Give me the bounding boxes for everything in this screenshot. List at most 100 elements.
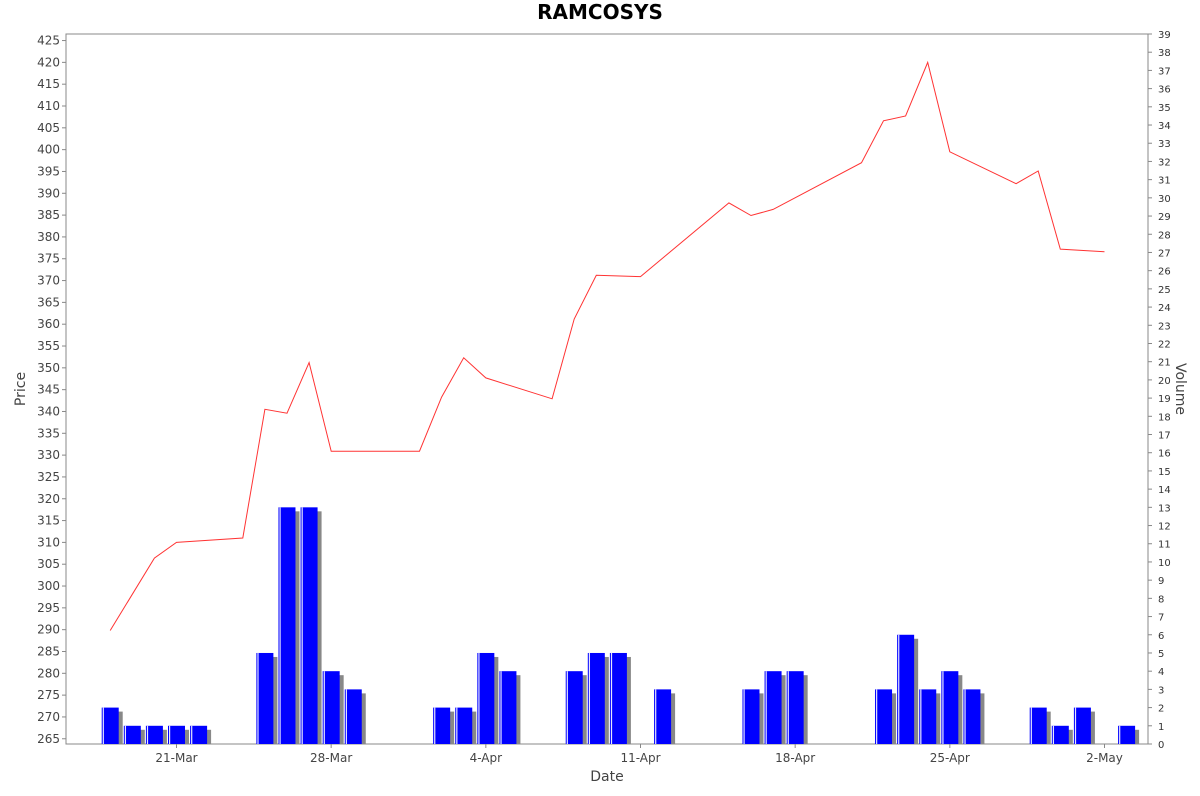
volume-bar-highlight	[257, 652, 259, 744]
price-tick-label: 305	[37, 557, 60, 571]
volume-axis: 0123456789101112131415161718192021222324…	[1148, 30, 1171, 751]
volume-tick-label: 34	[1158, 121, 1171, 132]
volume-bar-highlight	[942, 671, 944, 744]
volume-bar	[941, 671, 959, 744]
price-tick-label: 370	[37, 274, 60, 288]
price-tick-label: 285	[37, 644, 60, 658]
volume-tick-label: 32	[1158, 157, 1171, 168]
volume-tick-label: 22	[1158, 339, 1171, 350]
volume-bar	[477, 652, 495, 744]
price-axis: 265 270 275 280 285 290 295 300 305 310 315 320 325 3…	[37, 34, 66, 746]
volume-bar-highlight	[610, 652, 613, 744]
price-tick-label: 405	[37, 121, 60, 135]
volume-tick-label: 14	[1158, 485, 1171, 496]
volume-tick-label: 10	[1158, 558, 1171, 569]
date-axis: 21-Mar 28-Mar 4-Apr 11-Apr 18-Apr 25-Apr 2-May	[155, 744, 1123, 765]
volume-tick-label: 21	[1158, 358, 1171, 369]
volume-bar	[344, 689, 362, 744]
price-tick-label: 360	[37, 317, 60, 331]
price-tick-label: 415	[37, 77, 60, 91]
volume-tick-label: 7	[1158, 613, 1164, 624]
price-tick-label: 395	[37, 164, 60, 178]
volume-tick-label: 35	[1158, 103, 1171, 114]
volume-tick-label: 2	[1158, 704, 1164, 715]
volume-bar-highlight	[456, 707, 458, 744]
volume-tick-label: 12	[1158, 522, 1171, 533]
volume-bar-highlight	[169, 725, 171, 744]
price-tick-label: 425	[37, 34, 60, 48]
right-axis-label: Volume	[1172, 363, 1188, 415]
volume-tick-label: 18	[1158, 412, 1171, 423]
volume-tick-label: 24	[1158, 303, 1171, 314]
volume-tick-label: 33	[1158, 139, 1171, 150]
volume-bar-highlight	[898, 634, 900, 744]
volume-tick-label: 4	[1158, 667, 1164, 678]
price-tick-label: 310	[37, 535, 60, 549]
volume-bar-highlight	[345, 689, 347, 744]
price-tick-label: 335	[37, 426, 60, 440]
volume-bar	[963, 689, 981, 744]
volume-bar	[123, 725, 141, 744]
price-tick-label: 325	[37, 470, 60, 484]
date-tick-label: 18-Apr	[775, 751, 815, 765]
volume-tick-label: 31	[1158, 176, 1171, 187]
volume-tick-label: 27	[1158, 248, 1171, 259]
price-tick-label: 385	[37, 208, 60, 222]
volume-tick-label: 28	[1158, 230, 1171, 241]
volume-tick-label: 30	[1158, 194, 1171, 205]
volume-tick-label: 25	[1158, 285, 1171, 296]
volume-tick-label: 16	[1158, 449, 1171, 460]
volume-tick-label: 36	[1158, 85, 1171, 96]
volume-bar	[455, 707, 473, 744]
volume-bar	[565, 671, 583, 744]
volume-bar	[322, 671, 340, 744]
volume-bar-highlight	[1119, 725, 1121, 744]
date-tick-label: 28-Mar	[310, 751, 352, 765]
volume-tick-label: 26	[1158, 267, 1171, 278]
price-series-line	[109, 60, 1105, 631]
price-tick-label: 270	[37, 710, 60, 724]
volume-bar	[499, 671, 517, 744]
volume-tick-label: 15	[1158, 467, 1171, 478]
volume-bar-highlight	[743, 689, 745, 744]
price-tick-label: 280	[37, 666, 60, 680]
volume-bar	[742, 689, 760, 744]
price-tick-label: 350	[37, 361, 60, 375]
volume-bar	[300, 507, 318, 744]
volume-bar-highlight	[876, 689, 878, 744]
volume-bar-highlight	[323, 671, 325, 744]
volume-tick-label: 20	[1158, 376, 1171, 387]
volume-bar-highlight	[102, 707, 104, 744]
price-tick-label: 300	[37, 579, 60, 593]
volume-bar-highlight	[478, 652, 480, 744]
price-tick-label: 290	[37, 623, 60, 637]
volume-bars	[101, 507, 1140, 744]
volume-bar	[101, 707, 119, 744]
volume-bar	[1073, 707, 1091, 744]
price-tick-label: 355	[37, 339, 60, 353]
volume-bar	[1051, 725, 1069, 744]
volume-bar-highlight	[964, 689, 966, 744]
volume-bar-highlight	[787, 671, 789, 744]
volume-tick-label: 1	[1158, 722, 1164, 733]
volume-bar-highlight	[301, 507, 303, 744]
price-tick-label: 400	[37, 143, 60, 157]
volume-bar-highlight	[1074, 707, 1077, 744]
volume-tick-label: 13	[1158, 503, 1171, 514]
date-tick-label: 21-Mar	[155, 751, 197, 765]
volume-bar	[278, 507, 296, 744]
volume-tick-label: 29	[1158, 212, 1171, 223]
volume-bar	[609, 652, 627, 744]
price-tick-label: 365	[37, 295, 60, 309]
volume-bar-highlight	[279, 507, 281, 744]
volume-bar	[654, 689, 672, 744]
volume-tick-label: 6	[1158, 631, 1164, 642]
volume-bar-highlight	[566, 671, 568, 744]
volume-bar	[1118, 725, 1136, 744]
volume-bar-highlight	[920, 689, 922, 744]
x-axis-label: Date	[590, 769, 623, 785]
volume-tick-label: 37	[1158, 66, 1171, 77]
volume-bar	[764, 671, 782, 744]
